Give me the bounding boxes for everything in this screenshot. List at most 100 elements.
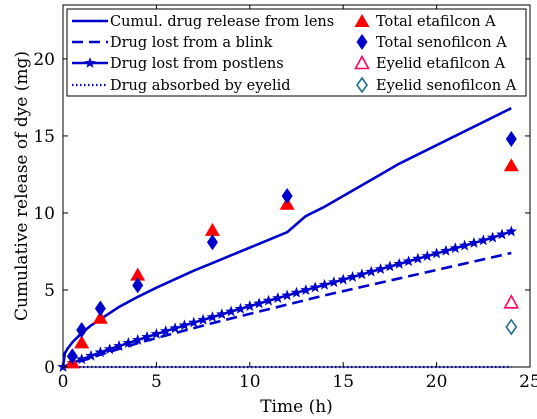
data-point-star xyxy=(94,346,107,358)
data-point-star xyxy=(290,286,303,298)
data-point-star xyxy=(468,237,480,248)
data-point-star xyxy=(169,322,181,334)
series-0 xyxy=(61,107,512,368)
data-point-star xyxy=(262,294,275,306)
y-tick-label: 20 xyxy=(33,50,55,70)
data-point-star xyxy=(216,308,228,320)
legend-entry-5: Total senofilcon A xyxy=(356,34,507,51)
data-point-star xyxy=(206,311,219,322)
data-point-star xyxy=(384,260,396,272)
data-point-star xyxy=(300,284,312,295)
data-point xyxy=(92,310,108,324)
data-point-star xyxy=(356,268,368,280)
data-point-star xyxy=(328,276,340,288)
data-point-star xyxy=(440,244,452,256)
data-point xyxy=(503,294,520,309)
x-tick-label: 15 xyxy=(332,372,354,392)
legend-entry-2: Drug lost from postlens xyxy=(72,56,284,72)
data-point-star xyxy=(421,250,433,261)
data-point-star xyxy=(253,297,265,309)
data-point-star xyxy=(346,271,359,282)
legend-label: Eyelid etafilcon A xyxy=(376,56,506,72)
legend-entry-3: Drug absorbed by eyelid xyxy=(72,78,291,94)
series-line xyxy=(62,251,512,369)
data-point-star xyxy=(412,252,424,264)
data-point xyxy=(66,348,78,365)
legend-star-icon xyxy=(84,57,96,68)
legend-label: Drug absorbed by eyelid xyxy=(110,78,291,94)
data-point-star xyxy=(272,292,284,303)
y-axis-ticks: 0 5 10 15 20 xyxy=(33,50,530,378)
data-point-star xyxy=(318,278,331,290)
y-axis-label: Cumulative release of dye (mg) xyxy=(12,51,32,321)
legend-label: Cumul. drug release from lens xyxy=(110,14,334,30)
y-tick-label: 5 xyxy=(44,281,55,301)
x-tick-label: 0 xyxy=(58,372,69,392)
legend-marker-icon xyxy=(354,14,370,27)
data-point xyxy=(206,234,218,251)
data-point-star xyxy=(75,353,88,365)
legend-marker-icon xyxy=(354,54,370,70)
data-point xyxy=(74,335,90,349)
x-axis-label: Time (h) xyxy=(260,397,333,417)
data-point-star xyxy=(281,289,293,301)
data-point xyxy=(76,322,88,339)
series-line xyxy=(61,107,512,368)
data-point-star xyxy=(122,336,135,348)
data-point xyxy=(94,300,106,317)
data-point-star xyxy=(458,239,471,251)
data-point-star xyxy=(430,247,443,259)
legend-entry-0: Cumul. drug release from lens xyxy=(72,14,334,30)
series-5 xyxy=(66,131,517,365)
plot-area xyxy=(57,107,520,372)
legend-entry-7: Eyelid senofilcon A xyxy=(356,76,517,94)
data-point-star xyxy=(150,328,163,339)
data-point-star xyxy=(141,330,153,342)
data-point-star xyxy=(244,300,256,312)
data-point xyxy=(505,318,518,336)
data-point-star xyxy=(178,319,191,331)
data-point xyxy=(130,267,146,281)
y-tick-label: 15 xyxy=(33,127,55,147)
legend-entry-1: Drug lost from a blink xyxy=(72,35,273,51)
series-6 xyxy=(503,294,520,309)
data-point-star xyxy=(449,242,461,254)
data-point-star xyxy=(113,340,125,351)
x-tick-label: 25 xyxy=(519,372,537,392)
y-tick-label: 0 xyxy=(44,358,55,378)
legend-marker-icon xyxy=(356,34,368,50)
data-point xyxy=(503,158,519,172)
series-7 xyxy=(505,318,518,336)
data-point-star xyxy=(309,281,321,293)
data-point-star xyxy=(496,228,508,240)
legend-marker-icon xyxy=(356,76,368,94)
data-point-star xyxy=(374,263,387,275)
legend-label: Drug lost from a blink xyxy=(110,35,273,51)
x-axis-ticks: 0 5 10 15 20 25 xyxy=(58,5,537,392)
data-point-star xyxy=(477,234,490,246)
series-2 xyxy=(57,225,518,372)
legend-label: Eyelid senofilcon A xyxy=(376,78,517,94)
data-point-star xyxy=(393,257,405,269)
data-point-star xyxy=(160,325,172,336)
data-point xyxy=(132,277,144,294)
data-point xyxy=(505,131,517,148)
legend-box xyxy=(66,8,527,97)
data-point xyxy=(281,188,293,205)
y-tick-label: 10 xyxy=(33,204,55,224)
data-point-star xyxy=(337,273,349,285)
series-4 xyxy=(64,158,519,369)
data-point xyxy=(204,222,220,236)
legend-label: Total etafilcon A xyxy=(376,14,496,30)
data-point-star xyxy=(225,305,237,317)
data-point-star xyxy=(402,255,415,267)
series-1 xyxy=(62,251,512,369)
data-point-star xyxy=(234,302,247,314)
data-point-star xyxy=(365,265,377,277)
legend-label: Drug lost from postlens xyxy=(110,56,284,72)
data-point-star xyxy=(505,225,518,237)
data-point-star xyxy=(103,343,116,355)
legend-entry-6: Eyelid etafilcon A xyxy=(354,54,506,72)
data-point-star xyxy=(486,231,499,243)
